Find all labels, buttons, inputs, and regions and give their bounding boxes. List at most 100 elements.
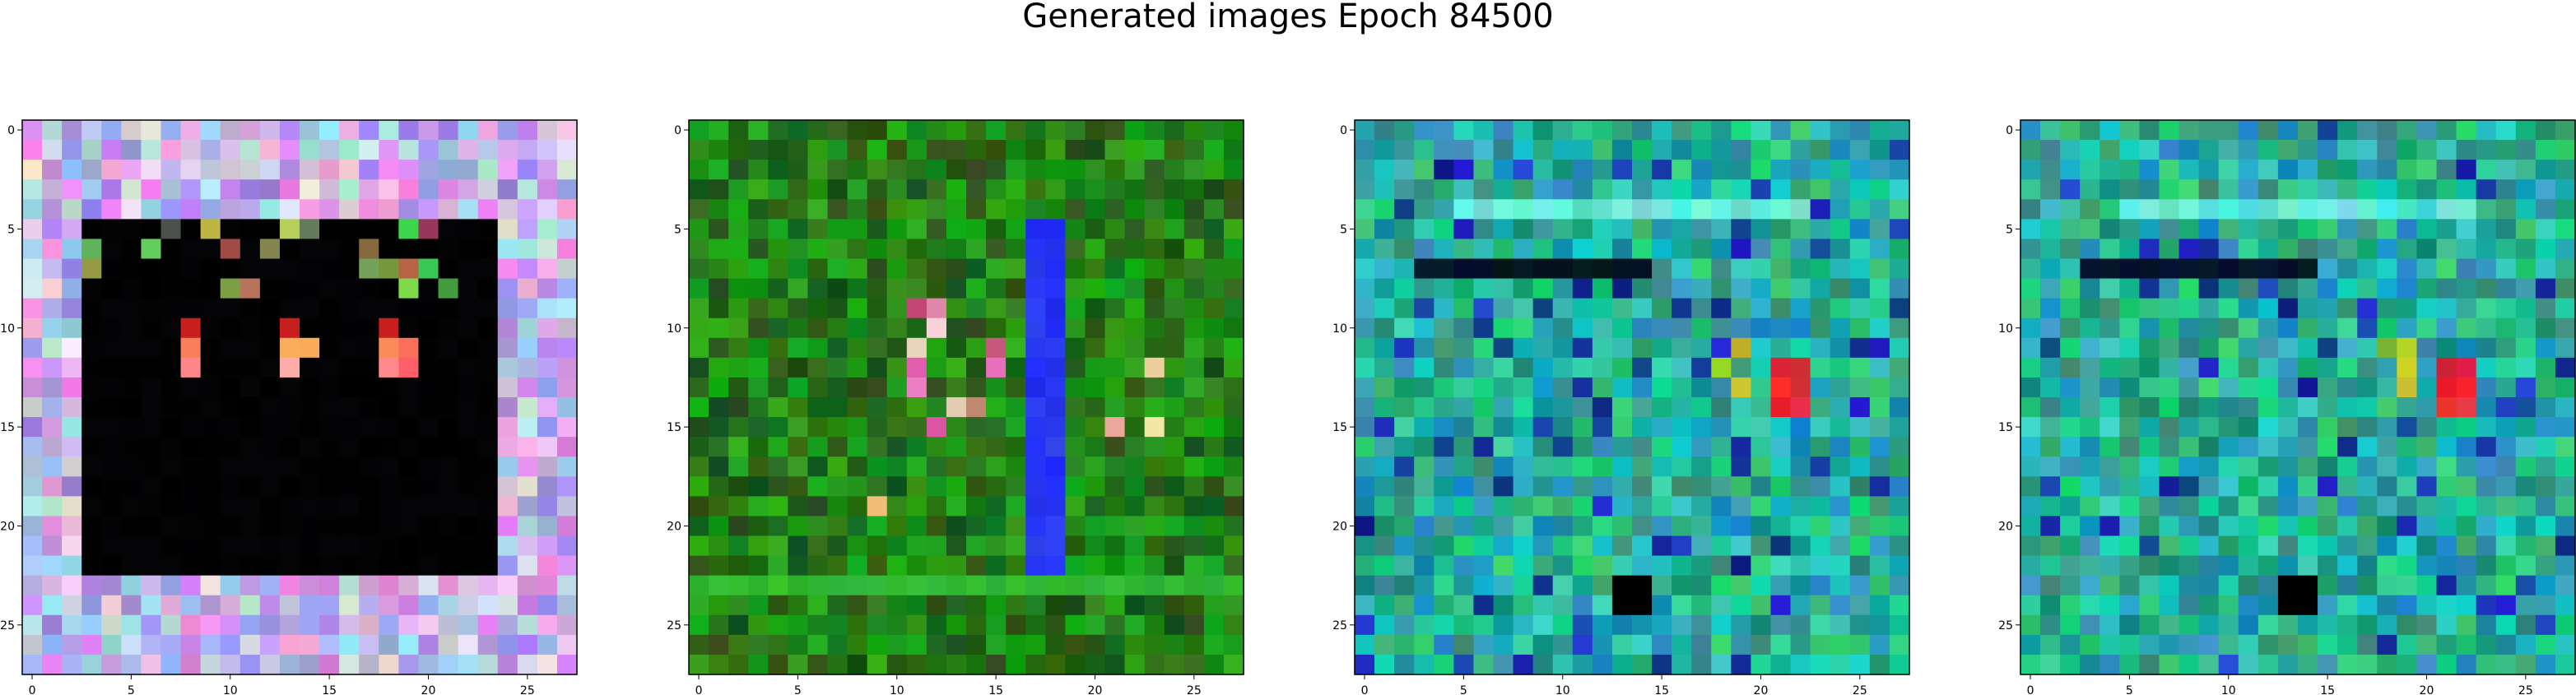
heatmap-cell (22, 179, 43, 200)
heatmap-cell (300, 337, 320, 359)
heatmap-cell (1513, 337, 1534, 359)
heatmap-cell (2080, 317, 2100, 339)
heatmap-cell (1513, 140, 1534, 160)
heatmap-cell (906, 357, 928, 378)
heatmap-cell (1790, 535, 1811, 557)
heatmap-cell (180, 219, 202, 240)
heatmap-cell (2040, 654, 2061, 675)
heatmap-cell (359, 516, 379, 537)
heatmap-cell (1223, 516, 1244, 537)
heatmap-cell (1770, 476, 1792, 497)
heatmap-cell (2080, 634, 2100, 656)
heatmap-cell (1355, 634, 1375, 656)
heatmap-cell (986, 555, 1007, 577)
heatmap-cell (1830, 160, 1851, 180)
heatmap-cell (1124, 496, 1146, 517)
heatmap-cell (2436, 555, 2457, 577)
heatmap-cell (2535, 516, 2556, 537)
heatmap-cell (728, 298, 749, 319)
heatmap-cell (1493, 654, 1514, 675)
heatmap-cell (1652, 535, 1672, 557)
figure-title: Generated images Epoch 84500 (1022, 0, 1554, 35)
heatmap-cell (279, 535, 300, 557)
heatmap-cell (1164, 219, 1185, 240)
heatmap-cell (2257, 614, 2279, 636)
heatmap-cell (2377, 179, 2397, 200)
heatmap-cell (2257, 317, 2279, 339)
heatmap-cell (2337, 496, 2358, 517)
heatmap-cell (886, 377, 908, 398)
heatmap-cell (1203, 377, 1225, 398)
heatmap-cell (81, 397, 102, 418)
heatmap-cell (886, 555, 908, 577)
heatmap-cell (709, 397, 729, 418)
heatmap-cell (497, 317, 518, 339)
heatmap-cell (81, 140, 102, 160)
heatmap-cell (379, 199, 399, 220)
heatmap-cell (2357, 219, 2378, 240)
heatmap-cell (200, 614, 221, 636)
heatmap-cell (1374, 397, 1395, 418)
heatmap-cell (1869, 516, 1890, 537)
heatmap-cell (300, 298, 320, 319)
heatmap-cell (141, 278, 162, 299)
heatmap-cell (1374, 535, 1395, 557)
heatmap-cell (709, 535, 729, 557)
heatmap-cell (946, 634, 967, 656)
heatmap-cell (2060, 357, 2081, 378)
heatmap-cell (2218, 496, 2239, 517)
heatmap-cell (2040, 140, 2061, 160)
heatmap-cell (1691, 160, 1712, 180)
heatmap-cell (1006, 634, 1026, 656)
heatmap-cell (1144, 496, 1165, 517)
heatmap-cell (22, 160, 43, 180)
heatmap-cell (160, 317, 182, 339)
heatmap-cell (2436, 614, 2457, 636)
heatmap-cell (1672, 654, 1692, 675)
heatmap-cell (81, 239, 102, 260)
heatmap-cell (62, 278, 82, 299)
heatmap-cell (2178, 258, 2200, 280)
heatmap-cell (807, 575, 829, 596)
heatmap-cell (1124, 357, 1146, 378)
heatmap-cell (62, 575, 82, 596)
heatmap-cell (1124, 535, 1146, 557)
heatmap-cell (1572, 199, 1593, 220)
heatmap-cell (867, 337, 888, 359)
heatmap-cell (1731, 179, 1752, 200)
heatmap-cell (2178, 417, 2200, 438)
heatmap-cell (2218, 437, 2239, 457)
heatmap-cell (2257, 258, 2279, 280)
heatmap-cell (1849, 437, 1871, 457)
heatmap-cell (2298, 219, 2318, 240)
heatmap-cell (1711, 317, 1732, 339)
heatmap-cell (2080, 160, 2100, 180)
heatmap-cell (2298, 278, 2318, 299)
heatmap-cell (1164, 199, 1185, 220)
heatmap-cell (1374, 595, 1395, 616)
heatmap-cell (81, 417, 102, 438)
heatmap-cell (2495, 535, 2517, 557)
heatmap-cell (1632, 634, 1653, 656)
heatmap-cell (2198, 535, 2220, 557)
heatmap-cell (1394, 337, 1415, 359)
heatmap-cell (1810, 535, 1831, 557)
heatmap-cell (1025, 456, 1046, 477)
heatmap-cell (1223, 199, 1244, 220)
heatmap-cell (160, 397, 182, 418)
heatmap-cell (101, 377, 122, 398)
heatmap-cell (1731, 456, 1752, 477)
heatmap-cell (22, 239, 43, 260)
heatmap-cell (1493, 496, 1514, 517)
heatmap-cell (1453, 437, 1475, 457)
heatmap-cell (2080, 377, 2100, 398)
heatmap-cell (180, 357, 202, 378)
heatmap-cell (1592, 417, 1613, 438)
x-tick-label: 25 (2518, 684, 2533, 695)
heatmap-cell (1751, 555, 1772, 577)
heatmap-cell (1124, 397, 1146, 418)
heatmap-cell (1691, 516, 1712, 537)
heatmap-cell (438, 219, 459, 240)
heatmap-cell (886, 575, 908, 596)
